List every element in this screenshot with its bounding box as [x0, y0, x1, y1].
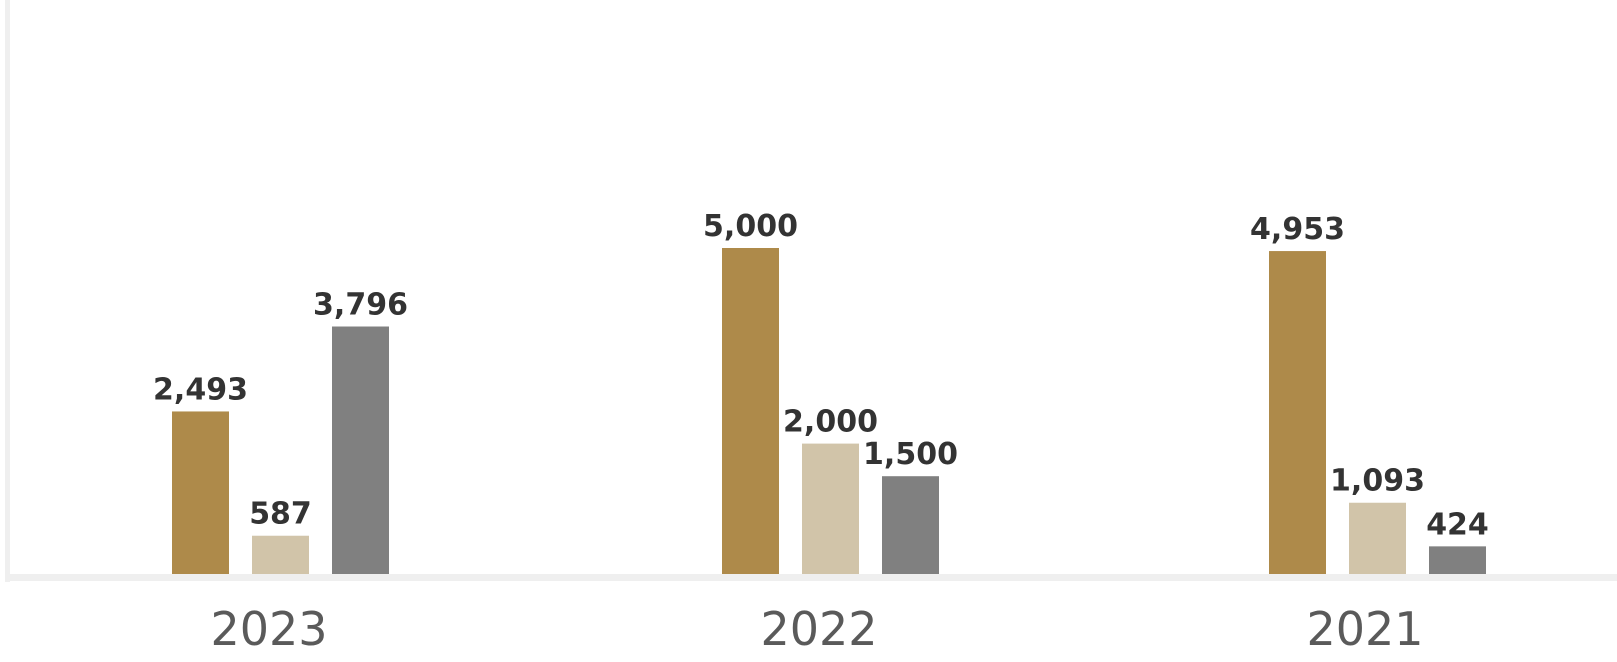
value-label-2023-series-1: 2,493 [153, 372, 248, 407]
bar-2023-series-1 [172, 411, 229, 574]
bar-2021-series-1 [1269, 251, 1326, 575]
bar-2023-series-2 [252, 535, 309, 574]
value-label-2023-series-2: 587 [249, 497, 312, 532]
bar-2022-series-1 [722, 248, 779, 574]
bar-2023-series-3 [332, 326, 389, 574]
bar-2022-series-2 [802, 443, 859, 574]
category-labels-layer: 2023 2022 2021 [210, 602, 1423, 656]
bar-2021-series-3 [1429, 546, 1486, 574]
value-label-2022-series-1: 5,000 [703, 209, 798, 244]
bars-layer [172, 248, 1486, 575]
y-axis-line [5, 0, 10, 582]
category-label-2021: 2021 [1306, 602, 1423, 656]
category-label-2023: 2023 [210, 602, 327, 656]
bar-2021-series-2 [1349, 502, 1406, 574]
value-label-2021-series-2: 1,093 [1330, 464, 1425, 499]
value-label-2022-series-3: 1,500 [863, 437, 958, 472]
bar-2022-series-3 [882, 476, 939, 574]
value-label-2023-series-3: 3,796 [313, 288, 408, 323]
value-label-2021-series-1: 4,953 [1250, 212, 1345, 247]
x-axis-line [5, 574, 1617, 581]
category-label-2022: 2022 [760, 602, 877, 656]
value-label-2022-series-2: 2,000 [783, 405, 878, 440]
value-label-2021-series-3: 424 [1426, 507, 1489, 542]
